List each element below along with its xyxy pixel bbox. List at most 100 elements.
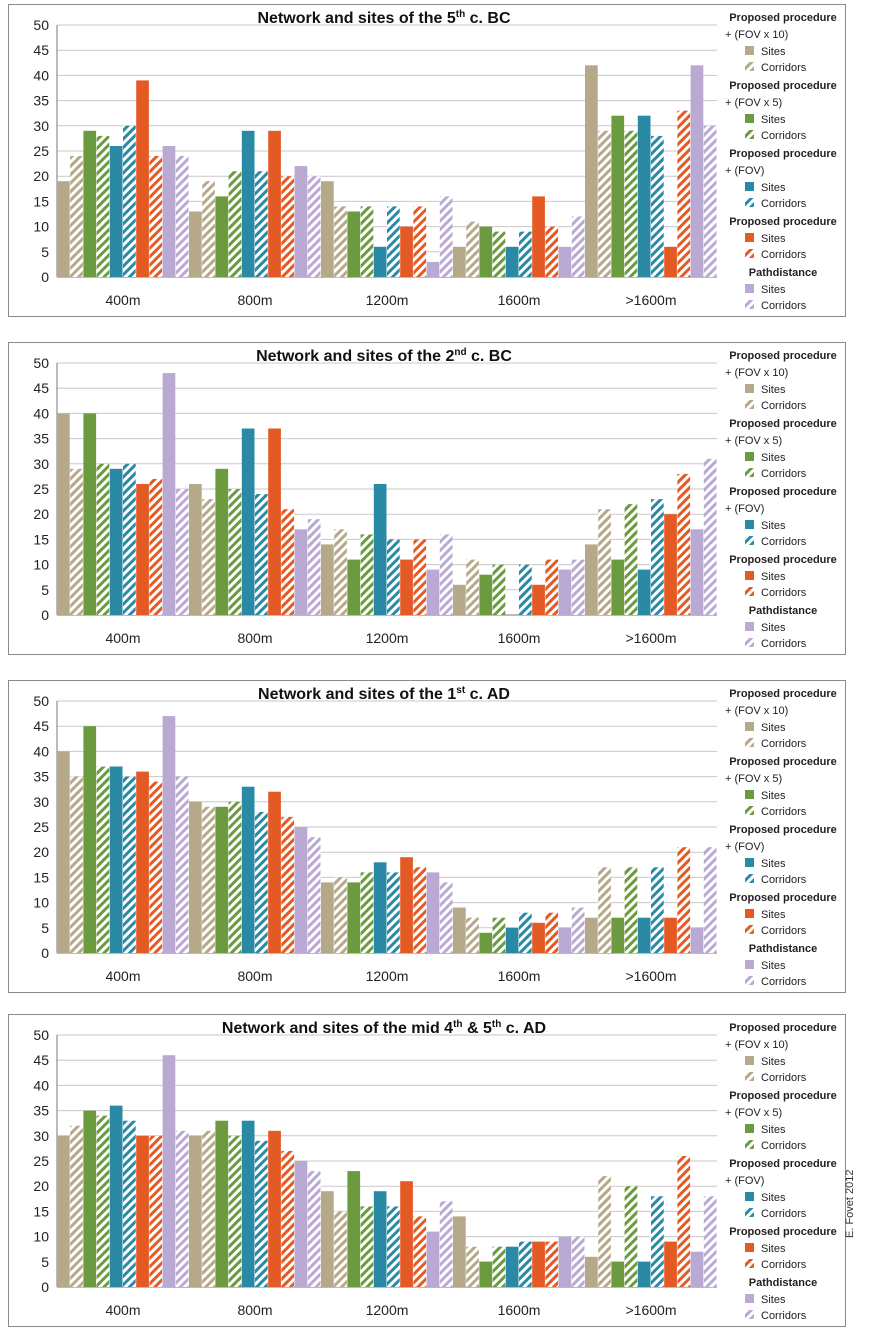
y-tick-label: 25 [33,143,49,159]
bar [321,1191,334,1287]
x-tick-label: >1600m [626,630,677,646]
legend-swatch-corridors [745,1310,754,1319]
bar [466,559,479,615]
bar [70,776,83,953]
bar [664,917,677,953]
bar [571,1236,585,1287]
chart-title: Network and sites of the 1st c. AD [258,685,510,703]
y-tick-label: 25 [33,819,49,835]
legend-swatch-sites [745,1243,754,1252]
legend-entry-label: Sites [761,520,786,532]
bar [347,1171,361,1287]
bar [202,181,215,277]
x-tick-label: >1600m [626,292,677,308]
bar [83,726,97,953]
bar [558,246,572,277]
bar [307,837,321,953]
bar [255,494,268,615]
bar [703,458,717,615]
legend-group-title: Proposed procedure [729,756,837,768]
bar [189,801,202,953]
bar [123,125,136,277]
legend-swatch-sites [745,520,754,529]
bar [307,519,321,615]
legend-swatch-sites [745,909,754,918]
bar [651,1196,664,1287]
bar [189,1135,202,1287]
y-tick-label: 5 [41,244,49,260]
bar [611,1261,625,1287]
bar [215,1120,229,1287]
y-tick-label: 50 [33,1027,49,1043]
title-part: Network and sites of the 2 [256,348,454,365]
bar [268,130,281,277]
legend-swatch-corridors [745,1259,754,1268]
bar [175,1130,189,1287]
legend-swatch-corridors [745,925,754,934]
bar [241,1120,255,1287]
credit-text: E. Fovet 2012 [844,1169,856,1239]
y-tick-label: 45 [33,1052,49,1068]
legend-entry-label: Sites [761,960,786,972]
bar [321,882,334,953]
legend-group-title: Proposed procedure [729,688,837,700]
bar [426,872,440,953]
y-tick-label: 10 [33,895,49,911]
bar [83,1110,97,1287]
bar [387,539,400,615]
chart-panel-1st-c-ad: 0 5 10 15 20 25 30 35 40 45 50 400m 800m 1200m 1600m >1… [8,680,846,993]
legend-group-title: Proposed procedure [729,1226,837,1238]
title-part: Network and sites of the mid 4 [222,1020,453,1037]
x-tick-label: 1600m [498,630,541,646]
bar [96,135,110,277]
title-superscript: st [456,685,466,696]
bar [70,1125,83,1287]
x-tick-label: 800m [237,292,272,308]
legend-entry-label: Sites [761,1056,786,1068]
legend-entry-label: Sites [761,571,786,583]
bar [637,917,651,953]
bar [492,1246,506,1287]
legend-entry-label: Sites [761,182,786,194]
legend-swatch-sites [745,571,754,580]
bar [505,246,519,277]
title-part: Network and sites of the 1 [258,686,456,703]
bar [321,181,334,277]
chart-title: Network and sites of the mid 4th & 5th c… [222,1019,546,1037]
legend-entry-label: Corridors [761,62,807,74]
bar [651,867,664,953]
legend-swatch-sites [745,46,754,55]
legend-entry-label: Corridors [761,536,807,548]
legend-swatch-sites [745,452,754,461]
bar [268,1130,281,1287]
x-tick-label: 800m [237,630,272,646]
legend-entry-label: Corridors [761,874,807,886]
legend-swatch-sites [745,960,754,969]
bar [387,872,400,953]
y-tick-label: 45 [33,380,49,396]
y-tick-label: 0 [41,269,49,285]
bar [479,226,493,277]
bar [136,80,149,278]
bar [360,534,374,615]
bar [96,1115,110,1287]
y-tick-label: 30 [33,118,49,134]
legend-group-title: Pathdistance [749,267,817,279]
bar [321,544,334,615]
bar [268,428,281,615]
bar [149,1135,163,1287]
legend-swatch-corridors [745,1072,754,1081]
chart-title: Network and sites of the 5th c. BC [257,9,511,27]
legend-swatch-corridors [745,976,754,985]
legend-swatch-sites [745,790,754,799]
bar [400,226,413,277]
bar [519,231,532,277]
legend-group-title: Proposed procedure [729,1158,837,1170]
bar [624,1186,638,1287]
bar [585,65,598,277]
bar [400,559,413,615]
bar [241,130,255,277]
legend-swatch-corridors [745,536,754,545]
x-tick-label: 1200m [366,630,409,646]
bar [585,1256,598,1287]
